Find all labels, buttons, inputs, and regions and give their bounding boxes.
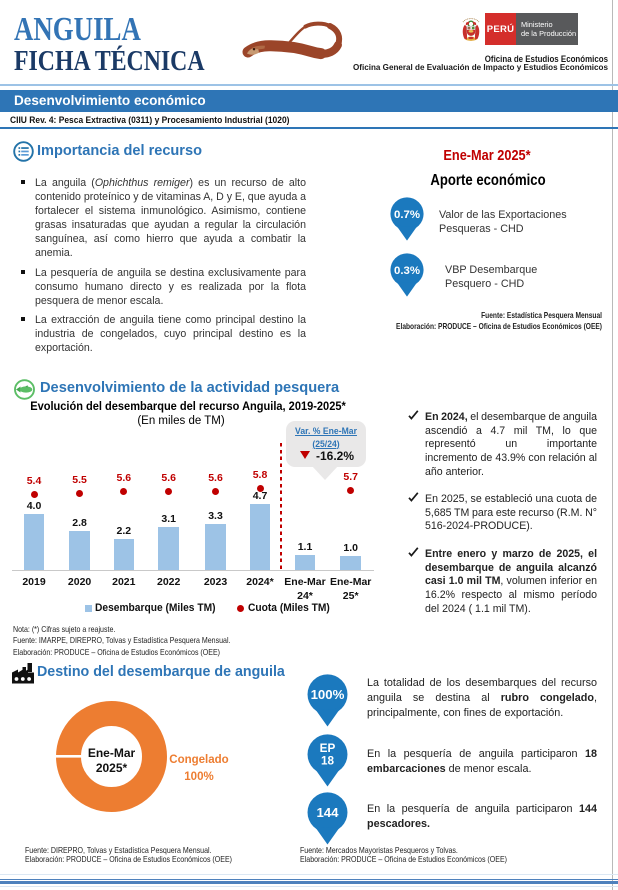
svg-text:100%: 100% (311, 687, 345, 702)
svg-text:EP: EP (320, 742, 336, 755)
svg-text:0.3%: 0.3% (394, 265, 420, 277)
svg-text:0.7%: 0.7% (394, 209, 420, 221)
svg-text:18: 18 (321, 755, 335, 768)
svg-text:144: 144 (316, 805, 339, 820)
